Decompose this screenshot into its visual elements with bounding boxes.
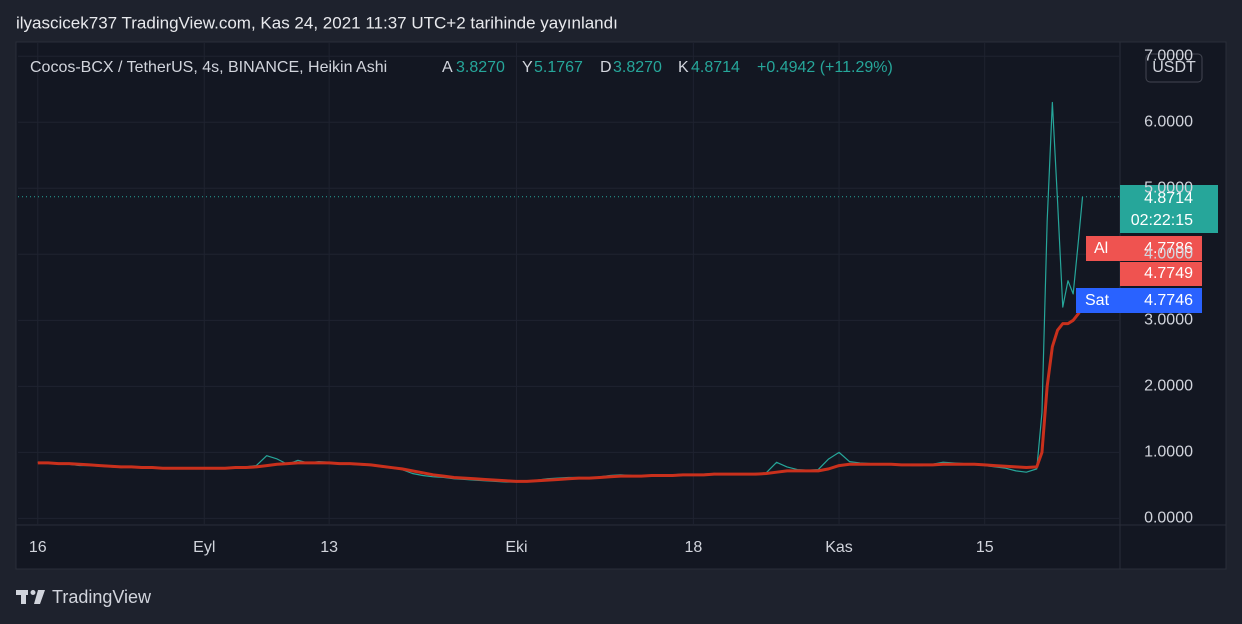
y-tick-label: 3.0000: [1144, 312, 1193, 329]
header-title: ilyascicek737 TradingView.com, Kas 24, 2…: [16, 13, 618, 32]
y-tick-label: 0.0000: [1144, 510, 1193, 527]
y-tick-label: 5.0000: [1144, 179, 1193, 196]
buy-price: 4.7786: [1144, 240, 1193, 257]
legend-value: 5.1767: [534, 59, 583, 76]
legend-change: +0.4942 (+11.29%): [757, 59, 893, 76]
legend-key: D: [600, 59, 612, 76]
mid-box: [1120, 262, 1202, 286]
legend-key: K: [678, 59, 689, 76]
y-tick-label: 7.0000: [1144, 47, 1193, 64]
y-tick-label: 4.0000: [1144, 246, 1193, 263]
series-line: [37, 306, 1084, 483]
y-tick-label: 1.0000: [1144, 444, 1193, 461]
legend-key: Y: [522, 59, 533, 76]
brand: TradingView: [52, 587, 152, 607]
buy-box[interactable]: [1086, 236, 1202, 261]
x-tick-label: 13: [320, 539, 338, 556]
last-price-box: [1120, 185, 1218, 233]
x-tick-label: Eki: [505, 539, 527, 556]
currency: USDT: [1152, 59, 1196, 76]
legend-key: A: [442, 59, 453, 76]
y-tick-label: 6.0000: [1144, 113, 1193, 130]
plot: [18, 43, 1120, 525]
y-tick-label: 2.0000: [1144, 378, 1193, 395]
legend-value: 4.8714: [691, 59, 740, 76]
buy-key: Al: [1094, 240, 1108, 257]
x-tick-label: Eyl: [193, 539, 215, 556]
brand-logo: [16, 590, 45, 604]
x-tick-label: 15: [976, 539, 994, 556]
currency-box[interactable]: [1145, 53, 1203, 83]
last-price: 4.8714: [1144, 190, 1193, 207]
sell-key: Sat: [1085, 292, 1110, 309]
mid-price: 4.7749: [1144, 265, 1193, 282]
legend-value: 3.8270: [613, 59, 662, 76]
sell-price: 4.7746: [1144, 292, 1193, 309]
legend-symbol: Cocos-BCX / TetherUS, 4s, BINANCE, Heiki…: [30, 59, 387, 76]
x-tick-label: Kas: [825, 539, 853, 556]
legend-value: 3.8270: [456, 59, 505, 76]
countdown: 02:22:15: [1131, 212, 1193, 229]
x-tick-label: 18: [684, 539, 702, 556]
x-tick-label: 16: [29, 539, 47, 556]
chart-panel: [15, 41, 1227, 570]
sell-box[interactable]: [1076, 288, 1202, 313]
